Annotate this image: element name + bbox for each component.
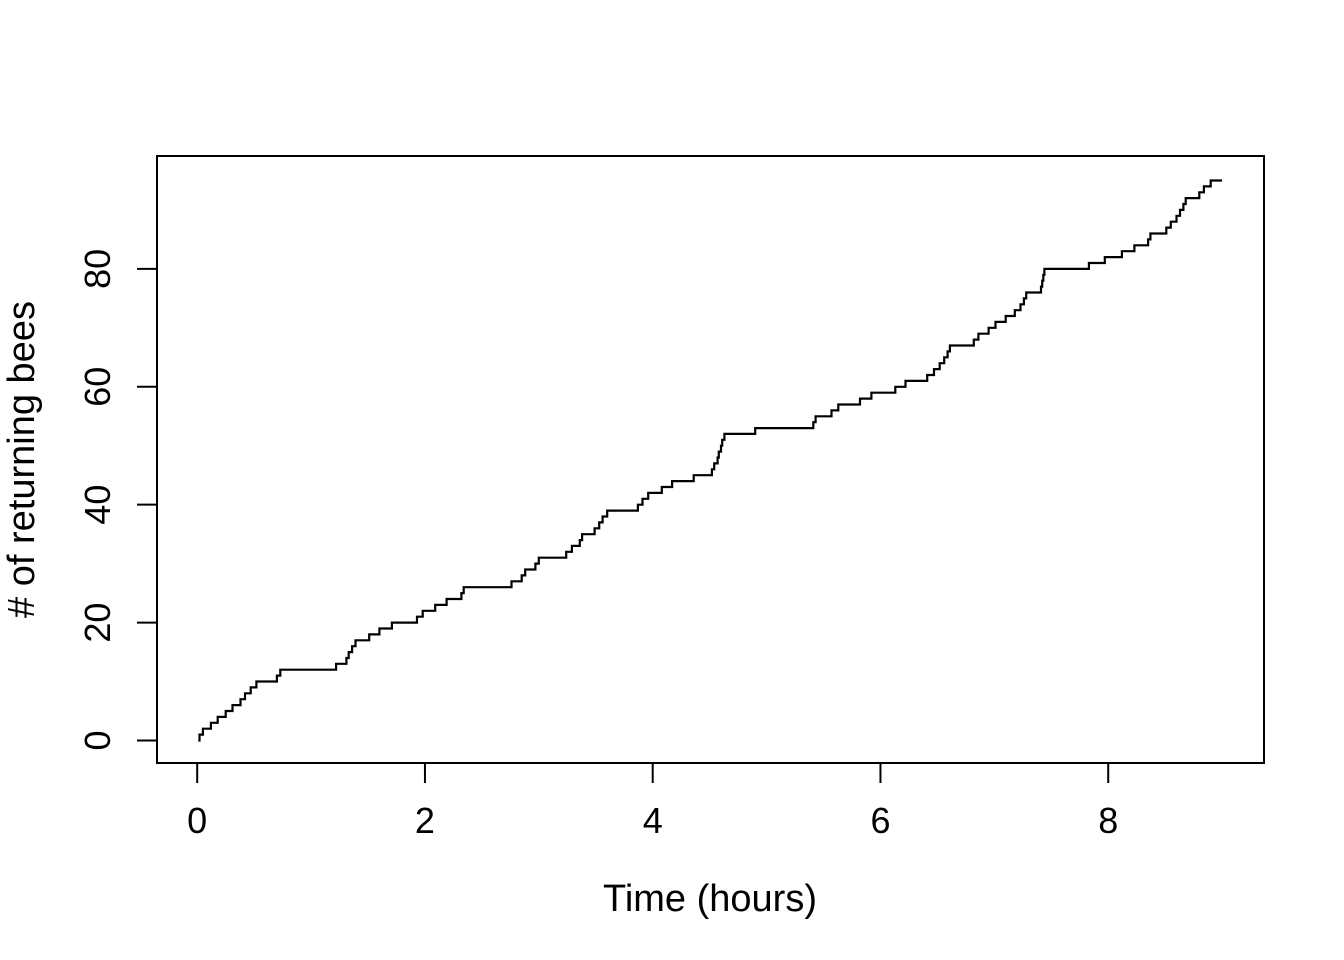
x-tick-label: 0 [187,800,207,841]
x-axis-label: Time (hours) [603,878,817,920]
y-tick-label: 0 [77,730,118,750]
x-tick-label: 4 [643,800,663,841]
y-tick-label: 60 [77,367,118,407]
step-curve [198,179,1223,742]
y-tick-label: 20 [77,603,118,643]
plot-border-box [156,155,1265,764]
x-tick-label: 6 [870,800,890,841]
x-tick-label: 2 [415,800,435,841]
y-tick-label: 40 [77,485,118,525]
x-tick-label: 8 [1098,800,1118,841]
y-tick-label: 80 [77,249,118,289]
y-axis-label: # of returning bees [1,301,43,618]
